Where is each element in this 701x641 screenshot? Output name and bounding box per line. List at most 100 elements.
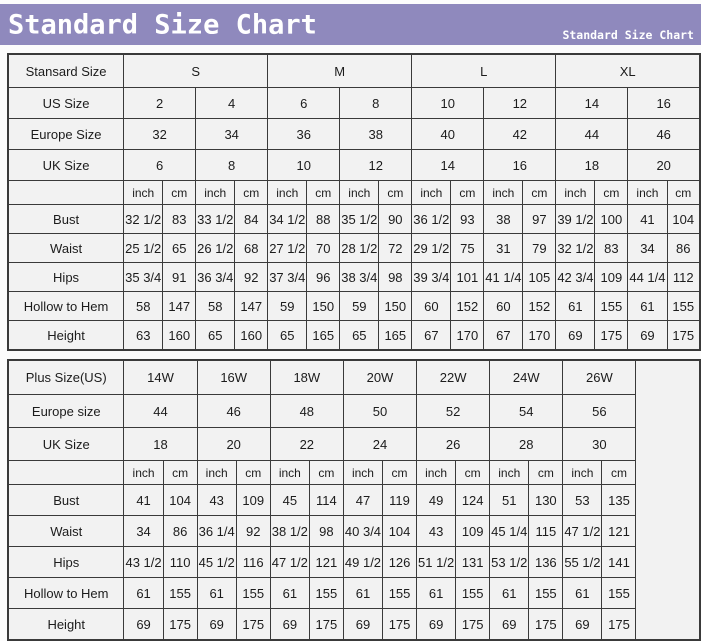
measure-value: 121 bbox=[601, 515, 637, 547]
size-value: 14 bbox=[411, 149, 485, 181]
size-group-header: 20W bbox=[342, 359, 418, 395]
corner-label: Plus Size(US) bbox=[7, 359, 125, 395]
measure-value: 69 bbox=[489, 608, 530, 641]
measure-value: 109 bbox=[455, 515, 491, 547]
measure-value: 121 bbox=[308, 546, 344, 578]
row-label bbox=[7, 180, 125, 205]
measure-value: 112 bbox=[666, 262, 701, 292]
measure-value: 60 bbox=[411, 291, 452, 321]
measure-value: 104 bbox=[162, 484, 198, 516]
unit-header-cm: cm bbox=[522, 180, 557, 205]
size-value: 36 bbox=[267, 118, 341, 150]
measure-value: 51 1/2 bbox=[416, 546, 457, 578]
measure-value: 126 bbox=[382, 546, 418, 578]
measure-value: 43 bbox=[196, 484, 237, 516]
measure-value: 38 3/4 bbox=[339, 262, 380, 292]
measure-value: 51 bbox=[489, 484, 530, 516]
measure-value: 59 bbox=[267, 291, 308, 321]
measure-value: 61 bbox=[269, 577, 310, 609]
unit-header-cm: cm bbox=[594, 180, 629, 205]
measure-value: 152 bbox=[522, 291, 557, 321]
row-label: Height bbox=[7, 320, 125, 351]
measure-value: 39 1/2 bbox=[555, 204, 596, 234]
measure-value: 65 bbox=[339, 320, 380, 351]
unit-header-cm: cm bbox=[306, 180, 341, 205]
measure-value: 150 bbox=[378, 291, 413, 321]
unit-header-cm: cm bbox=[666, 180, 701, 205]
size-value: 16 bbox=[627, 87, 701, 119]
title-banner: Standard Size Chart Standard Size Chart bbox=[0, 4, 701, 45]
plus-size-table: Plus Size(US) 14W 16W 18W 20W 22W 24W 26W Europe… bbox=[7, 359, 701, 641]
size-value: 20 bbox=[627, 149, 701, 181]
size-value: 12 bbox=[483, 87, 557, 119]
measure-value: 36 1/4 bbox=[196, 515, 237, 547]
size-value: 40 bbox=[411, 118, 485, 150]
measure-value: 25 1/2 bbox=[123, 233, 164, 263]
measure-value: 79 bbox=[522, 233, 557, 263]
measure-value: 86 bbox=[666, 233, 701, 263]
row-label: Height bbox=[7, 608, 125, 641]
size-value: 44 bbox=[555, 118, 629, 150]
unit-header-cm: cm bbox=[601, 460, 637, 485]
measure-value: 109 bbox=[235, 484, 271, 516]
measure-value: 175 bbox=[308, 608, 344, 641]
measure-value: 92 bbox=[235, 515, 271, 547]
size-value: 10 bbox=[267, 149, 341, 181]
measure-value: 61 bbox=[196, 577, 237, 609]
size-group-header: 24W bbox=[489, 359, 564, 395]
measure-value: 69 bbox=[342, 608, 384, 641]
unit-header-cm: cm bbox=[234, 180, 269, 205]
measure-value: 61 bbox=[123, 577, 164, 609]
measure-value: 38 bbox=[483, 204, 524, 234]
measure-value: 155 bbox=[455, 577, 491, 609]
measure-value: 41 bbox=[627, 204, 668, 234]
row-label: Bust bbox=[7, 484, 125, 516]
measure-value: 45 bbox=[269, 484, 310, 516]
measure-value: 32 1/2 bbox=[123, 204, 164, 234]
row-label: UK Size bbox=[7, 149, 125, 181]
page-subtitle: Standard Size Chart bbox=[562, 28, 694, 42]
measure-value: 86 bbox=[162, 515, 198, 547]
measure-value: 110 bbox=[162, 546, 198, 578]
measure-value: 83 bbox=[594, 233, 629, 263]
size-value: 8 bbox=[195, 149, 269, 181]
size-value: 44 bbox=[123, 394, 198, 428]
measure-value: 160 bbox=[162, 320, 197, 351]
measure-value: 31 bbox=[483, 233, 524, 263]
measure-value: 36 1/2 bbox=[411, 204, 452, 234]
unit-header-inch: inch bbox=[411, 180, 452, 205]
measure-value: 34 bbox=[627, 233, 668, 263]
measure-value: 49 1/2 bbox=[342, 546, 384, 578]
size-chart-table: Stansard Size S M L XL US Size 2 4 6 8 10 12 14 16 Eur… bbox=[7, 53, 701, 351]
measure-value: 26 1/2 bbox=[195, 233, 236, 263]
measure-value: 170 bbox=[450, 320, 485, 351]
measure-value: 41 1/4 bbox=[483, 262, 524, 292]
size-value: 24 bbox=[342, 427, 418, 461]
unit-header-inch: inch bbox=[267, 180, 308, 205]
measure-value: 104 bbox=[382, 515, 418, 547]
size-value: 48 bbox=[269, 394, 344, 428]
size-value: 18 bbox=[123, 427, 198, 461]
measure-value: 70 bbox=[306, 233, 341, 263]
measure-value: 58 bbox=[123, 291, 164, 321]
empty-column bbox=[635, 359, 701, 641]
measure-value: 155 bbox=[162, 577, 198, 609]
row-label: Waist bbox=[7, 233, 125, 263]
unit-header-cm: cm bbox=[455, 460, 491, 485]
unit-header-inch: inch bbox=[416, 460, 457, 485]
measure-value: 32 1/2 bbox=[555, 233, 596, 263]
measure-value: 38 1/2 bbox=[269, 515, 310, 547]
measure-value: 175 bbox=[382, 608, 418, 641]
unit-header-cm: cm bbox=[235, 460, 271, 485]
measure-value: 53 bbox=[562, 484, 603, 516]
size-value: 30 bbox=[562, 427, 637, 461]
row-label: Hips bbox=[7, 546, 125, 578]
measure-value: 147 bbox=[234, 291, 269, 321]
size-group-header: L bbox=[411, 53, 557, 88]
unit-header-inch: inch bbox=[489, 460, 530, 485]
row-label: Hollow to Hem bbox=[7, 577, 125, 609]
size-value: 26 bbox=[416, 427, 491, 461]
measure-value: 69 bbox=[269, 608, 310, 641]
unit-header-cm: cm bbox=[162, 180, 197, 205]
measure-value: 36 3/4 bbox=[195, 262, 236, 292]
